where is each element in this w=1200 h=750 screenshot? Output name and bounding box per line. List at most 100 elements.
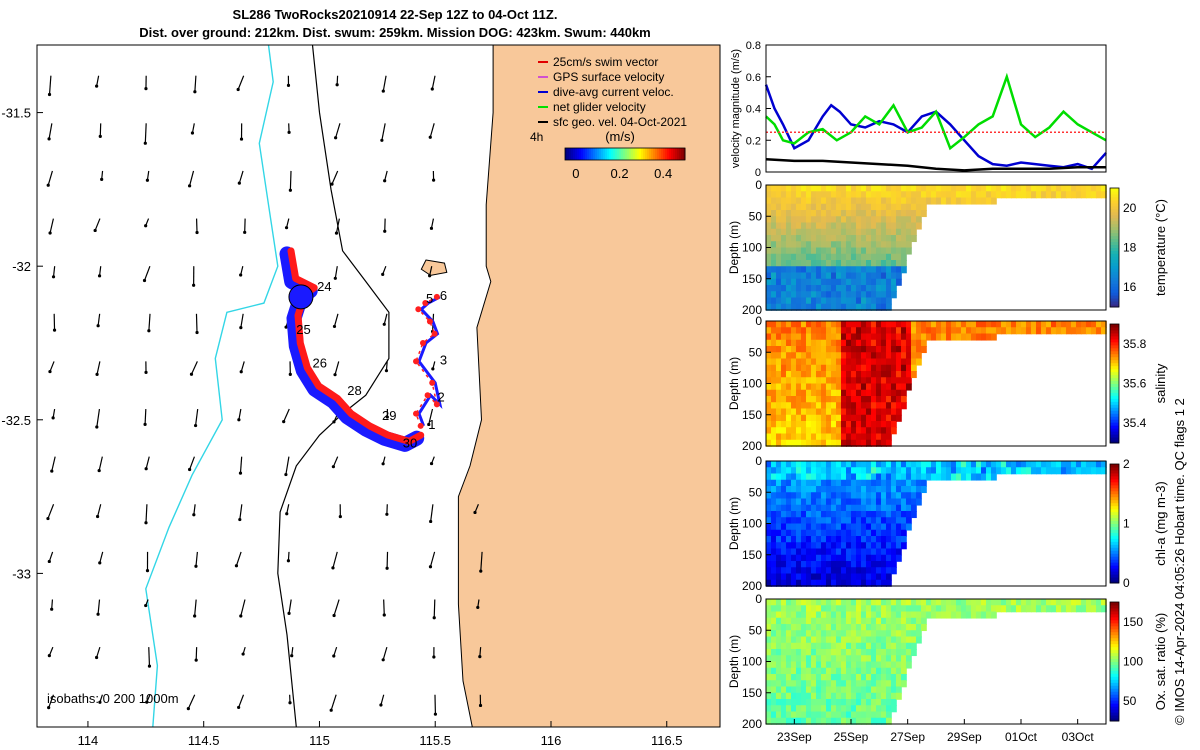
heatmap-cell [896, 260, 902, 268]
heatmap-cell [786, 408, 792, 416]
heatmap-cell [856, 352, 862, 360]
heatmap-cell [801, 185, 807, 193]
heatmap-cell [816, 498, 822, 506]
heatmap-cell [846, 266, 852, 274]
heatmap-cell [906, 511, 912, 519]
heatmap-cell [851, 717, 857, 725]
heatmap-cell [1071, 321, 1077, 329]
heatmap-cell [861, 717, 867, 725]
colorbar-cell [639, 148, 642, 160]
colorbar-cell [1110, 383, 1119, 387]
heatmap-cell [791, 554, 797, 562]
heatmap-cell [791, 210, 797, 218]
heatmap-cell [826, 321, 832, 329]
heatmap-cell [791, 511, 797, 519]
heatmap-cell [766, 517, 772, 525]
current-vector [237, 75, 245, 90]
heatmap-cell [901, 402, 907, 410]
heatmap-cell [886, 630, 892, 638]
heatmap-cell [836, 605, 842, 613]
heatmap-cell [831, 414, 837, 422]
heatmap-cell [926, 191, 932, 199]
heatmap-cell [896, 352, 902, 360]
heatmap-cell [851, 303, 857, 311]
heatmap-cell [771, 427, 777, 435]
heatmap-cell [881, 567, 887, 575]
colorbar-cell [1110, 386, 1119, 390]
heatmap-cell [786, 479, 792, 487]
heatmap-cell [841, 567, 847, 575]
heatmap-cell [821, 364, 827, 372]
colorbar-tick: 0 [1123, 576, 1130, 590]
heatmap-cell [911, 473, 917, 481]
heatmap-cell [781, 297, 787, 305]
heatmap-cell [876, 253, 882, 261]
heatmap-cell [1061, 467, 1067, 475]
current-vector [98, 456, 103, 471]
heatmap-cell [1041, 321, 1047, 329]
heatmap-cell [851, 253, 857, 261]
heatmap-cell [826, 396, 832, 404]
heatmap-cell [851, 536, 857, 544]
heatmap-cell [851, 414, 857, 422]
heatmap-cell [791, 333, 797, 341]
heatmap-cell [1036, 185, 1042, 193]
heatmap-cell [811, 498, 817, 506]
heatmap-cell [811, 617, 817, 625]
heatmap-cell [771, 661, 777, 669]
heatmap-cell [831, 655, 837, 663]
heatmap-cell [781, 667, 787, 675]
heatmap-cell [861, 599, 867, 607]
heatmap-cell [846, 421, 852, 429]
heatmap-cell [906, 661, 912, 669]
heatmap-cell [996, 467, 1002, 475]
heatmap-cell [791, 427, 797, 435]
heatmap-cell [881, 492, 887, 500]
heatmap-cell [816, 642, 822, 650]
heatmap-cell [821, 358, 827, 366]
heatmap-cell [871, 479, 877, 487]
heatmap-cell [831, 327, 837, 335]
heatmap-cell [871, 705, 877, 713]
heatmap-cell [1081, 185, 1087, 193]
heatmap-cell [841, 333, 847, 341]
heatmap-cell [801, 228, 807, 236]
heatmap-cell [1076, 327, 1082, 335]
heatmap-cell [826, 427, 832, 435]
heatmap-cell [906, 605, 912, 613]
colorbar-cell [671, 148, 674, 160]
heatmap-cell [931, 321, 937, 329]
heatmap-cell [886, 285, 892, 293]
current-vector [240, 361, 245, 372]
y-tick-label: 0 [755, 454, 762, 468]
heatmap-cell [906, 364, 912, 372]
colorbar-cell [1110, 526, 1119, 530]
heatmap-cell [791, 396, 797, 404]
heatmap-cell [966, 197, 972, 205]
heatmap-cell [861, 203, 867, 211]
heatmap-cell [821, 297, 827, 305]
heatmap-cell [841, 686, 847, 694]
heatmap-cell [1021, 461, 1027, 469]
heatmap-cell [871, 402, 877, 410]
heatmap-cell [776, 321, 782, 329]
heatmap-cell [886, 433, 892, 441]
heatmap-cell [861, 542, 867, 550]
heatmap-cell [836, 402, 842, 410]
y-tick-label: 50 [749, 345, 763, 359]
heatmap-cell [891, 542, 897, 550]
heatmap-cell [836, 686, 842, 694]
heatmap-cell [781, 599, 787, 607]
colorbar-cell [665, 148, 668, 160]
heatmap-cell [776, 297, 782, 305]
heatmap-cell [866, 241, 872, 249]
colorbar-cell [1110, 559, 1119, 563]
current-vector-head [145, 700, 149, 704]
heatmap-cell [916, 327, 922, 335]
heatmap-cell [866, 346, 872, 354]
heatmap-cell [871, 517, 877, 525]
heatmap-cell [791, 504, 797, 512]
heatmap-cell [846, 247, 852, 255]
heatmap-cell [806, 303, 812, 311]
